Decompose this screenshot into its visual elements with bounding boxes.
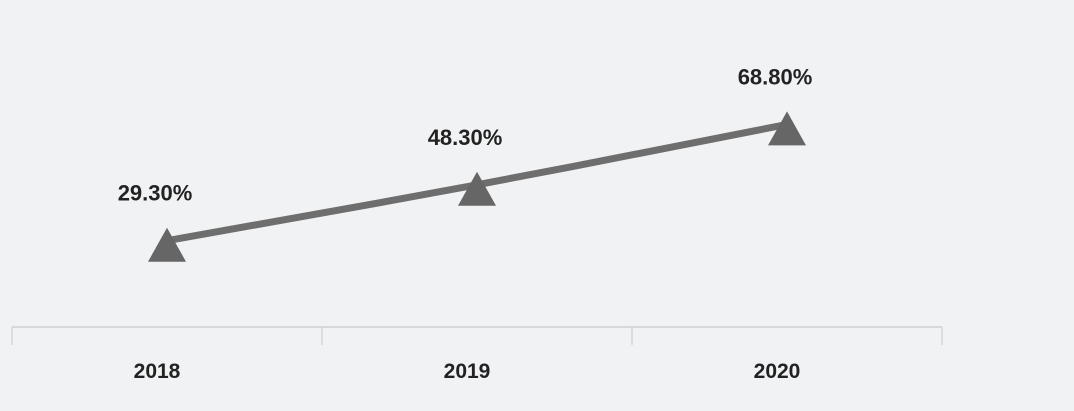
data-label: 68.80% [738, 64, 813, 89]
data-point-marker [768, 111, 806, 146]
x-tick-label: 2019 [444, 360, 491, 383]
data-label: 48.30% [428, 125, 503, 150]
data-point-marker [148, 227, 186, 262]
data-point-marker [458, 171, 496, 206]
x-tick-label: 2020 [754, 360, 801, 383]
x-tick-label: 2018 [134, 360, 181, 383]
data-label: 29.30% [118, 181, 193, 206]
